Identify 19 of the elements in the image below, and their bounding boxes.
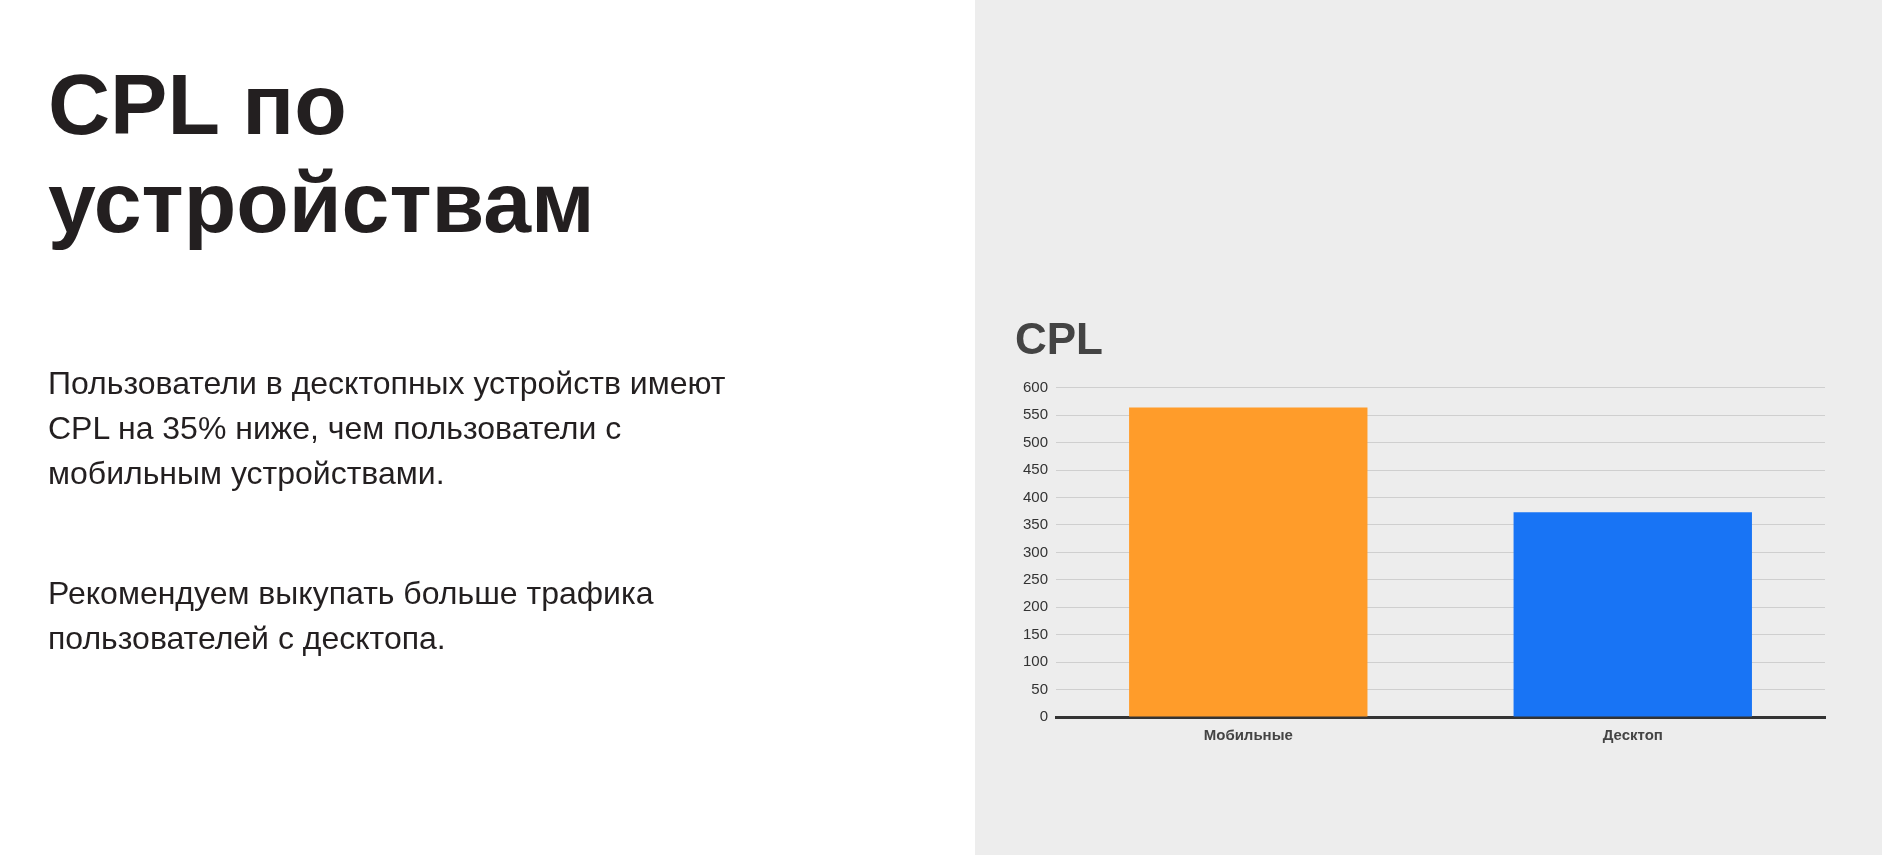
y-tick-label: 500 bbox=[1023, 432, 1049, 450]
chart-subtitle: CPL bbox=[1015, 313, 1103, 363]
y-tick-label: 450 bbox=[1023, 460, 1049, 478]
y-tick-label: 300 bbox=[1023, 542, 1049, 560]
text: Пользователи в десктопных устройств имеют CPL на 35% ниже, чем пользователи с мобильным устройствами. bbox=[48, 364, 727, 493]
y-tick-label: 600 bbox=[1023, 377, 1049, 395]
x-tick-label: Мобильные bbox=[1203, 726, 1293, 744]
y-tick-label: 100 bbox=[1023, 652, 1049, 670]
y-tick-label: 50 bbox=[1031, 679, 1049, 697]
y-tick-label: 550 bbox=[1023, 405, 1049, 423]
y-tick-label: 400 bbox=[1023, 487, 1049, 505]
y-tick-label: 200 bbox=[1023, 597, 1049, 615]
y-tick-label: 350 bbox=[1023, 515, 1049, 533]
y-tick-label: 250 bbox=[1023, 569, 1049, 587]
text: CPL по устройствам bbox=[48, 55, 596, 251]
y-tick-label: 0 bbox=[1039, 707, 1049, 725]
text: Рекомендуем выкупать больше трафика пользователей с десктопа. bbox=[48, 574, 655, 658]
y-tick-label: 150 bbox=[1023, 624, 1049, 642]
x-tick-label: Десктоп bbox=[1602, 726, 1663, 744]
